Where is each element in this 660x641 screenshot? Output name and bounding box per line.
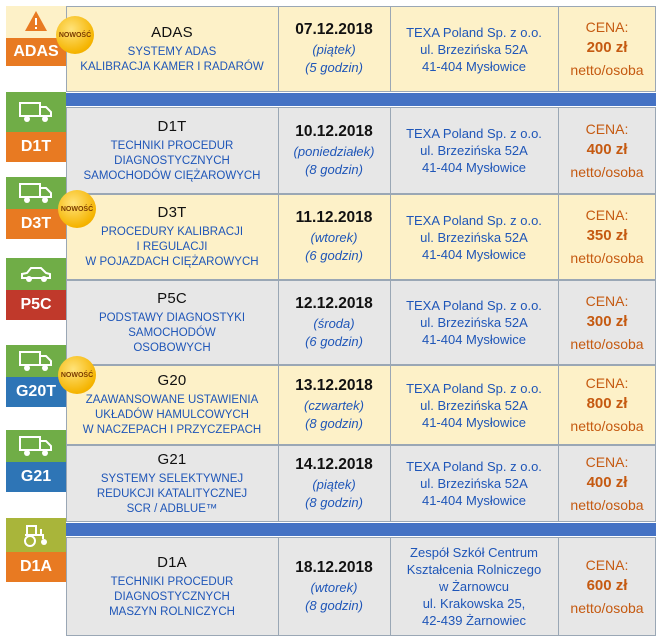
course-date: 07.12.2018 xyxy=(295,21,373,38)
course-badge-d1a: D1A xyxy=(6,518,66,582)
course-price: CENA: 350 zł netto/osoba xyxy=(570,207,644,266)
course-duration: (8 godzin) xyxy=(305,416,363,431)
course-badge-d3t: D3T xyxy=(6,177,66,239)
tractor-icon xyxy=(6,518,66,552)
course-address: TEXA Poland Sp. z o.o. ul. Brzezińska 52… xyxy=(406,126,542,175)
course-description: PROCEDURY KALIBRACJI I REGULACJI W POJAZDA… xyxy=(85,226,259,268)
course-date: 12.12.2018 xyxy=(295,294,373,312)
course-duration: (6 godzin) xyxy=(305,248,363,263)
new-badge: NOWOŚĆ xyxy=(58,356,96,394)
section-divider xyxy=(66,523,656,536)
course-address: TEXA Poland Sp. z o.o. ul. Brzezińska 52… xyxy=(406,380,542,430)
course-badge-d1t: D1T xyxy=(6,92,66,162)
course-badge-p5c: P5C xyxy=(6,258,66,320)
course-name: D1T xyxy=(157,117,187,135)
truck-icon xyxy=(6,345,66,377)
course-day: (piątek) xyxy=(312,476,356,492)
course-name: G20 xyxy=(157,372,187,389)
course-description: SYSTEMY SELEKTYWNEJ REDUKCJI KATALITYCZNE… xyxy=(96,472,248,515)
course-date: 18.12.2018 xyxy=(295,558,373,576)
course-row-d1a: D1A TECHNIKI PROCEDUR DIAGNOSTYCZNYCH MASZ… xyxy=(0,537,656,636)
course-row-adas xyxy=(66,6,656,92)
course-day: (środa) xyxy=(313,315,355,331)
new-badge: NOWOŚĆ xyxy=(58,190,96,228)
course-price: CENA: 400 zł netto/osoba xyxy=(570,453,644,513)
course-address: TEXA Poland Sp. z o.o. ul. Brzezińska 52… xyxy=(406,298,542,347)
truck-icon xyxy=(6,92,66,132)
course-address: TEXA Poland Sp. z o.o. ul. Brzezińska 52… xyxy=(406,459,542,508)
course-code: D1T xyxy=(6,132,66,162)
course-duration: (8 godzin) xyxy=(305,494,363,510)
new-badge: NOWOŚĆ xyxy=(56,16,94,54)
course-address: Zespół Szkół Centrum Kształcenia Rolnicz… xyxy=(406,545,542,628)
course-day: (wtorek) xyxy=(310,230,358,245)
course-row-g20: G20 ZAAWANSOWANE USTAWIENIA UKŁADÓW HAMUL… xyxy=(0,365,656,445)
course-description: TECHNIKI PROCEDUR DIAGNOSTYCZNYCH MASZYN R… xyxy=(109,575,235,618)
course-description: TECHNIKI PROCEDUR DIAGNOSTYCZNYCH SAMOCHOD… xyxy=(83,139,261,182)
truck-icon xyxy=(6,177,66,209)
course-name: D3T xyxy=(157,204,187,221)
course-duration: (8 godzin) xyxy=(305,597,363,613)
course-name: ADAS xyxy=(151,23,193,41)
course-day: (czwartek) xyxy=(304,398,364,413)
course-description: ZAAWANSOWANE USTAWIENIA UKŁADÓW HAMULCOWY… xyxy=(82,394,262,436)
course-price: CENA: 800 zł netto/osoba xyxy=(570,375,644,434)
course-date: 11.12.2018 xyxy=(295,209,373,226)
course-code: D3T xyxy=(6,209,66,239)
course-date: 14.12.2018 xyxy=(295,455,373,473)
course-badge-adas: ADAS xyxy=(6,6,66,66)
course-code: G21 xyxy=(6,462,66,492)
course-row-g21: G21 SYSTEMY SELEKTYWNEJ REDUKCJI KATALITY… xyxy=(0,445,656,522)
course-description: PODSTAWY DIAGNOSTYKI SAMOCHODÓW OSOBOWYCH xyxy=(98,311,246,354)
course-name: G21 xyxy=(157,450,187,468)
course-row-d3t: D3T PROCEDURY KALIBRACJI I REGULACJI W POJ… xyxy=(0,194,656,280)
course-day: (wtorek) xyxy=(310,579,358,595)
course-price: CENA: 200 zł netto/osoba xyxy=(570,19,644,78)
section-divider xyxy=(66,93,656,106)
course-description: SYSTEMY ADAS KALIBRACJA KAMER I RADARÓW xyxy=(80,45,264,73)
course-row-p5c: P5C PODSTAWY DIAGNOSTYKI SAMOCHODÓW OSOBOW… xyxy=(0,280,656,365)
course-duration: (6 godzin) xyxy=(305,333,363,349)
course-address: TEXA Poland Sp. z o.o. ul. Brzezińska 52… xyxy=(406,212,542,262)
course-badge-g20t: G20T xyxy=(6,345,66,407)
course-code: G20T xyxy=(6,377,66,407)
course-date: 13.12.2018 xyxy=(295,377,373,394)
course-price: CENA: 300 zł netto/osoba xyxy=(570,292,644,352)
course-row-d1t: D1T TECHNIKI PROCEDUR DIAGNOSTYCZNYCH SAMO… xyxy=(0,107,656,194)
course-day: (piątek) xyxy=(312,42,356,57)
course-duration: (5 godzin) xyxy=(305,60,363,75)
course-price: CENA: 600 zł netto/osoba xyxy=(570,556,644,616)
course-date: 10.12.2018 xyxy=(295,122,373,140)
course-price: CENA: 400 zł netto/osoba xyxy=(570,120,644,180)
truck-icon xyxy=(6,430,66,462)
car-icon xyxy=(6,258,66,290)
course-code: P5C xyxy=(6,290,66,320)
course-address: TEXA Poland Sp. z o.o. ul. Brzezińska 52… xyxy=(406,24,542,74)
course-name: P5C xyxy=(157,289,187,307)
course-name: D1A xyxy=(157,553,187,571)
course-day: (poniedziałek) xyxy=(293,143,375,159)
course-badge-g21: G21 xyxy=(6,430,66,492)
course-code: ADAS xyxy=(6,38,66,66)
course-code: D1A xyxy=(6,552,66,582)
course-duration: (8 godzin) xyxy=(305,161,363,177)
